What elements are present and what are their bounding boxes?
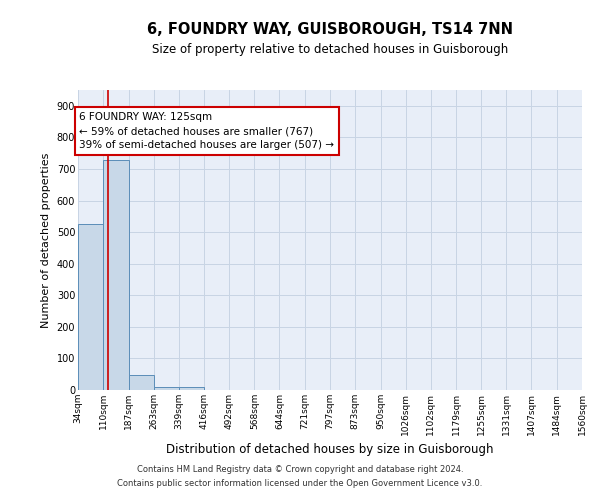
X-axis label: Distribution of detached houses by size in Guisborough: Distribution of detached houses by size …	[166, 443, 494, 456]
Bar	[128, 375, 154, 390]
Bar	[103, 160, 128, 390]
Bar	[78, 224, 103, 390]
Y-axis label: Number of detached properties: Number of detached properties	[41, 152, 51, 328]
Bar	[179, 387, 204, 390]
Text: Contains HM Land Registry data © Crown copyright and database right 2024.
Contai: Contains HM Land Registry data © Crown c…	[118, 466, 482, 487]
Text: 6 FOUNDRY WAY: 125sqm
← 59% of detached houses are smaller (767)
39% of semi-det: 6 FOUNDRY WAY: 125sqm ← 59% of detached …	[79, 112, 334, 150]
Text: 6, FOUNDRY WAY, GUISBOROUGH, TS14 7NN: 6, FOUNDRY WAY, GUISBOROUGH, TS14 7NN	[147, 22, 513, 38]
Text: Size of property relative to detached houses in Guisborough: Size of property relative to detached ho…	[152, 42, 508, 56]
Bar	[154, 386, 179, 390]
